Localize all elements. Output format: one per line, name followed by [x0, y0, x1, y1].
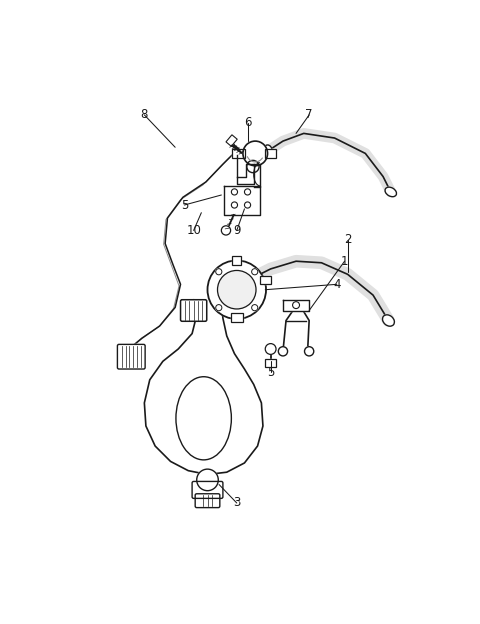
- Circle shape: [293, 301, 300, 309]
- Circle shape: [197, 469, 218, 490]
- Text: 2: 2: [344, 233, 351, 246]
- Circle shape: [278, 347, 288, 356]
- Polygon shape: [237, 155, 254, 184]
- Polygon shape: [283, 300, 309, 311]
- Circle shape: [207, 260, 266, 319]
- Ellipse shape: [263, 145, 272, 157]
- Text: 5: 5: [267, 366, 275, 379]
- Circle shape: [216, 269, 222, 275]
- Bar: [232, 149, 245, 158]
- Ellipse shape: [383, 315, 395, 326]
- Text: 10: 10: [186, 224, 201, 237]
- Bar: [230, 313, 243, 322]
- Bar: [230, 313, 243, 322]
- Text: 7: 7: [305, 109, 313, 122]
- Ellipse shape: [385, 187, 396, 197]
- Bar: [265, 359, 276, 367]
- Bar: [232, 256, 241, 265]
- Ellipse shape: [185, 300, 202, 321]
- Ellipse shape: [176, 377, 231, 460]
- Text: 6: 6: [244, 116, 252, 129]
- Bar: [265, 359, 276, 367]
- Circle shape: [221, 226, 230, 235]
- Circle shape: [244, 202, 251, 208]
- Circle shape: [243, 141, 267, 166]
- Bar: [232, 256, 241, 265]
- Text: 9: 9: [233, 224, 240, 237]
- Ellipse shape: [250, 270, 261, 283]
- FancyBboxPatch shape: [118, 344, 145, 369]
- Polygon shape: [225, 186, 260, 215]
- Circle shape: [217, 270, 256, 309]
- Circle shape: [265, 344, 276, 354]
- FancyBboxPatch shape: [195, 494, 220, 507]
- Bar: [226, 135, 237, 146]
- Circle shape: [244, 189, 251, 195]
- Circle shape: [231, 202, 238, 208]
- Circle shape: [252, 305, 258, 311]
- Text: 8: 8: [141, 109, 148, 122]
- Bar: [232, 149, 245, 158]
- Circle shape: [231, 189, 238, 195]
- Bar: [260, 276, 271, 283]
- FancyBboxPatch shape: [192, 482, 223, 499]
- Bar: [260, 276, 271, 283]
- Text: 5: 5: [180, 198, 188, 212]
- Bar: [265, 149, 276, 158]
- Bar: [265, 149, 276, 158]
- Circle shape: [304, 347, 314, 356]
- Circle shape: [216, 305, 222, 311]
- Circle shape: [252, 269, 258, 275]
- Text: 3: 3: [233, 497, 240, 510]
- Polygon shape: [254, 164, 260, 187]
- FancyBboxPatch shape: [180, 300, 207, 321]
- Circle shape: [247, 160, 259, 173]
- Text: 1: 1: [341, 255, 348, 268]
- Bar: [226, 135, 237, 146]
- Text: 4: 4: [333, 278, 341, 291]
